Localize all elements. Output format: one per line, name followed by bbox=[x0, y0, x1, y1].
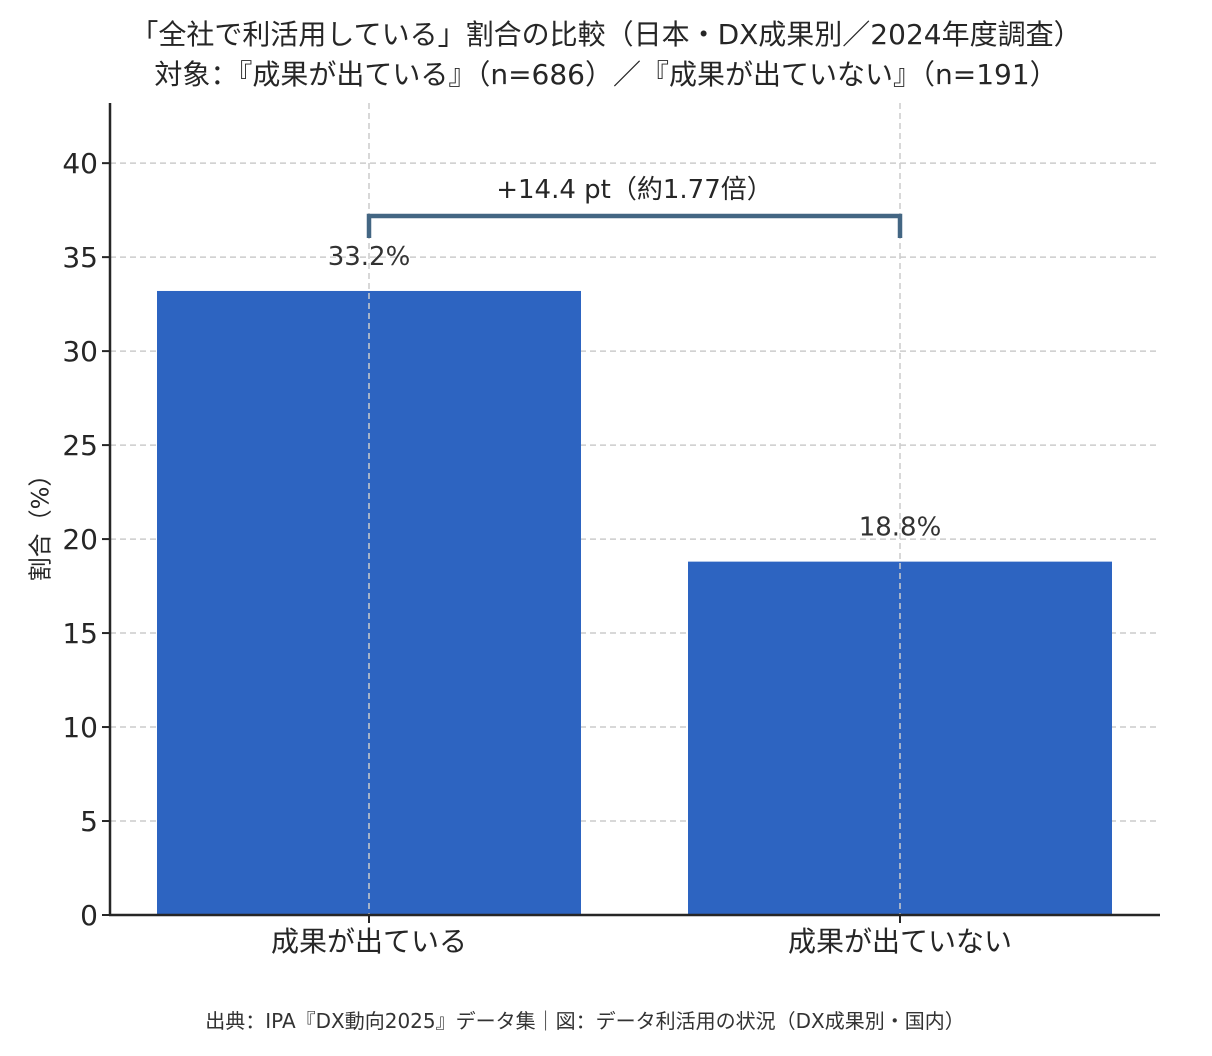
x-axis-ticks: 成果が出ている 成果が出ていない bbox=[271, 915, 1012, 958]
chart-title: 「全社で利活用している」割合の比較（日本・DX成果別／2024年度調査） bbox=[130, 18, 1082, 51]
vertical-grid-lines bbox=[368, 103, 901, 915]
chart-subtitle: 対象：『成果が出ている』（n=686）／『成果が出ていない』（n=191） bbox=[154, 58, 1058, 91]
y-tick-label: 25 bbox=[62, 429, 98, 462]
y-tick-label: 20 bbox=[62, 523, 98, 556]
x-tick-label: 成果が出ている bbox=[271, 925, 467, 958]
y-tick-label: 30 bbox=[62, 335, 98, 368]
y-tick-label: 40 bbox=[62, 147, 98, 180]
y-tick-label: 35 bbox=[62, 241, 98, 274]
y-axis-label: 割合（%） bbox=[26, 462, 55, 582]
y-tick-label: 0 bbox=[80, 899, 98, 932]
y-tick-label: 15 bbox=[62, 617, 98, 650]
difference-label: +14.4 pt（約1.77倍） bbox=[496, 175, 773, 205]
axes bbox=[108, 103, 1160, 917]
value-label: 18.8% bbox=[859, 513, 942, 543]
value-labels: 33.2% 18.8% bbox=[328, 242, 942, 543]
bracket bbox=[366, 213, 903, 238]
y-tick-label: 10 bbox=[62, 711, 98, 744]
difference-bracket: +14.4 pt（約1.77倍） bbox=[366, 175, 903, 238]
source-note: 出典：IPA『DX動向2025』データ集｜図：データ利活用の状況（DX成果別・国… bbox=[205, 1009, 965, 1033]
value-label: 33.2% bbox=[328, 242, 411, 272]
y-axis-ticks: 0 5 10 15 20 25 30 35 40 bbox=[62, 147, 110, 932]
x-tick-label: 成果が出ていない bbox=[788, 925, 1012, 958]
y-tick-label: 5 bbox=[80, 805, 98, 838]
